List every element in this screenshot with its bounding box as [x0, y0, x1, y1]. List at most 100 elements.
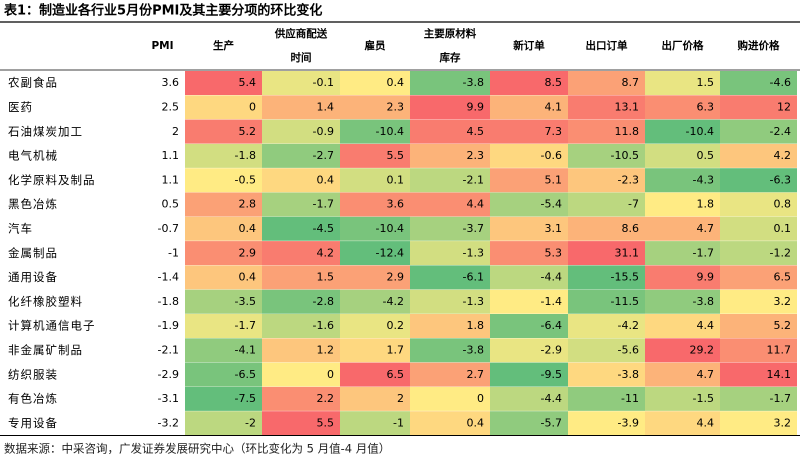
heat-cell	[490, 95, 568, 120]
heat-cell	[185, 362, 262, 387]
cell-value: -1.7	[770, 392, 791, 405]
cell-value: 9.9	[467, 100, 485, 113]
cell-value: -6.3	[770, 173, 791, 186]
cell-value: -1.7	[313, 198, 334, 211]
heat-cell	[490, 265, 568, 290]
cell-value: 0	[477, 392, 484, 405]
cell-value: 6.3	[697, 100, 715, 113]
heat-cell	[185, 241, 262, 266]
heat-cell	[340, 192, 410, 217]
cell-value: 3.2	[774, 416, 792, 429]
cell-value: 2.5	[162, 100, 180, 113]
cell-value: -9.5	[541, 368, 562, 381]
heat-cell	[490, 241, 568, 266]
cell-value: -3.8	[693, 295, 714, 308]
heat-cell	[185, 71, 262, 96]
heat-cell	[262, 386, 340, 412]
cell-value: 6.5	[387, 368, 405, 381]
cell-value: -1.8	[158, 295, 179, 308]
heat-cell	[410, 314, 490, 339]
cell-value: -0.5	[235, 173, 256, 186]
cell-value: 3.2	[774, 295, 792, 308]
cell-value: -15.5	[611, 271, 639, 284]
cell-value: -0.1	[313, 76, 334, 89]
cell-value: -11.5	[611, 295, 639, 308]
heat-cell	[340, 314, 410, 339]
cell-value: -10.5	[611, 149, 639, 162]
heat-cell	[568, 71, 645, 96]
cell-value: 4.2	[774, 149, 792, 162]
heat-cell	[410, 168, 490, 193]
cell-value: -4.1	[235, 343, 256, 356]
cell-value: -3.5	[235, 295, 256, 308]
cell-value: 0	[249, 100, 256, 113]
heat-cell	[490, 216, 568, 242]
heat-cell	[262, 95, 340, 120]
cell-value: 0.4	[239, 271, 257, 284]
cell-value: 0.1	[387, 173, 405, 186]
cell-value: -1.5	[693, 392, 714, 405]
cell-value: -1.4	[541, 295, 562, 308]
cell-value: 1.7	[387, 343, 405, 356]
heat-cell	[490, 192, 568, 217]
heat-cell	[720, 216, 797, 242]
heat-cell	[645, 168, 720, 193]
cell-value: 2	[397, 392, 404, 405]
cell-value: 4.4	[467, 198, 485, 211]
heat-cell	[340, 216, 410, 242]
cell-value: 1.5	[317, 271, 335, 284]
cell-value: -12.4	[376, 246, 404, 259]
heat-cell	[720, 95, 797, 120]
cell-value: 4.4	[697, 416, 715, 429]
heat-cell	[568, 362, 645, 387]
row-label: 电气机械	[8, 149, 58, 163]
title: 表1：制造业各行业5月份PMI及其主要分项的环比变化	[3, 3, 322, 19]
cell-value: -1.7	[693, 246, 714, 259]
footer: 数据来源：中采咨询，广发证券发展研究中心（环比变化为 5 月值-4 月值）	[4, 442, 390, 456]
cell-value: -6.5	[235, 368, 256, 381]
cell-value: -2.1	[158, 343, 179, 356]
heat-cell	[645, 95, 720, 120]
cell-value: -1.6	[313, 319, 334, 332]
heat-cell	[410, 411, 490, 436]
cell-value: -5.4	[541, 198, 562, 211]
cell-value: 8.6	[622, 222, 640, 235]
cell-value: 0.4	[387, 76, 405, 89]
heat-cell	[490, 314, 568, 339]
cell-value: -4.6	[770, 76, 791, 89]
heat-cell	[262, 411, 340, 436]
cell-value: 14.1	[767, 368, 792, 381]
heat-cell	[568, 241, 645, 266]
heat-cell	[720, 192, 797, 217]
heat-cell	[185, 265, 262, 290]
heat-cell	[720, 168, 797, 193]
cell-value: 6.5	[774, 271, 792, 284]
column-header: 购进价格	[738, 39, 780, 52]
column-header: 出厂价格	[662, 39, 704, 52]
row-label: 通用设备	[8, 270, 58, 284]
cell-value: -1.9	[158, 319, 179, 332]
cell-value: -1.4	[158, 271, 179, 284]
heat-cell	[262, 289, 340, 314]
cell-value: 7.3	[545, 125, 563, 138]
heat-cell	[340, 362, 410, 387]
cell-value: 5.3	[545, 246, 563, 259]
column-header: 时间	[291, 51, 312, 64]
heat-cell	[568, 192, 645, 217]
cell-value: 31.1	[615, 246, 640, 259]
heat-cell	[410, 265, 490, 290]
row-label: 化学原料及制品	[8, 173, 96, 187]
cell-value: 3.6	[387, 198, 405, 211]
heat-cell	[645, 143, 720, 169]
heat-cell	[262, 71, 340, 96]
cell-value: 2.7	[467, 368, 485, 381]
heat-cell	[645, 386, 720, 412]
cell-value: 1.1	[162, 149, 180, 162]
cell-value: 4.2	[317, 246, 335, 259]
cell-value: 5.5	[317, 416, 335, 429]
heat-cell	[410, 119, 490, 144]
cell-value: -10.4	[686, 125, 714, 138]
cell-value: 1.8	[467, 319, 485, 332]
row-label: 专用设备	[8, 416, 58, 430]
heat-cell	[568, 265, 645, 290]
